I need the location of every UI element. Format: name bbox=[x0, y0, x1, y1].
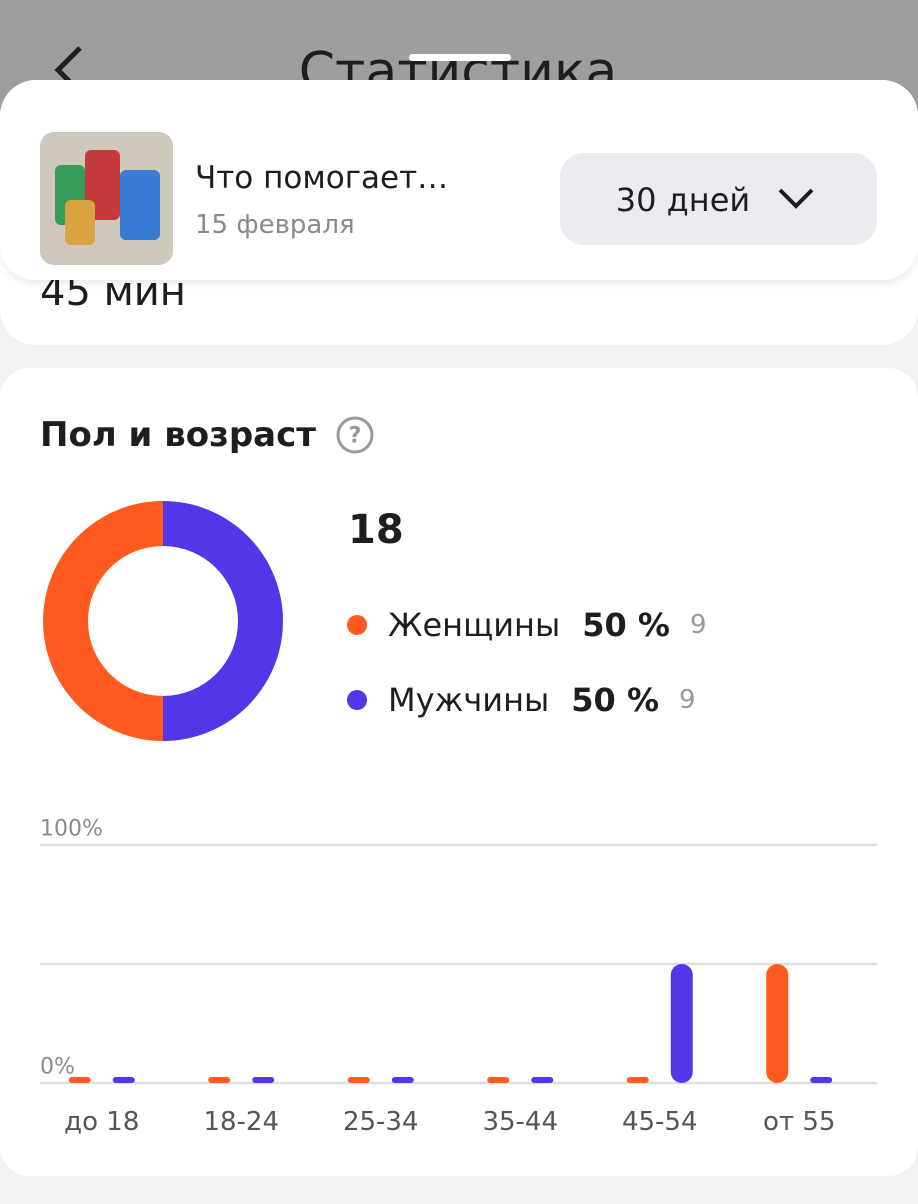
bar bbox=[208, 1077, 231, 1083]
section-title: Пол и возраст bbox=[40, 415, 316, 455]
post-date: 15 февраля bbox=[195, 210, 355, 240]
period-selector[interactable] bbox=[560, 153, 877, 245]
bar bbox=[531, 1077, 554, 1083]
bar bbox=[810, 1077, 833, 1083]
legend-percent: 50 % bbox=[571, 681, 659, 719]
period-label: 30 дней bbox=[616, 181, 750, 219]
bar bbox=[626, 1077, 649, 1083]
legend-percent: 50 % bbox=[582, 606, 670, 644]
y-tick-label: 0% bbox=[40, 1055, 75, 1080]
drag-handle[interactable] bbox=[409, 54, 511, 61]
legend-count: 9 bbox=[690, 610, 707, 640]
bar bbox=[252, 1077, 275, 1083]
x-tick-label: 35-44 bbox=[482, 1107, 558, 1137]
bar bbox=[766, 964, 789, 1083]
donut-segment bbox=[163, 501, 283, 741]
y-tick-label: 100% bbox=[40, 817, 103, 842]
help-circle bbox=[336, 416, 374, 454]
legend-count: 9 bbox=[679, 685, 696, 715]
x-tick-label: от 55 bbox=[763, 1107, 835, 1137]
bar bbox=[487, 1077, 510, 1083]
legend-label: Мужчины bbox=[388, 681, 549, 719]
charts: 18 Женщины 50 % 9 Мужчины 50 % 9 0% 100% до 18 18-… bbox=[40, 501, 877, 1137]
bar bbox=[68, 1077, 91, 1083]
x-tick-label: до 18 bbox=[64, 1107, 139, 1137]
bar bbox=[347, 1077, 370, 1083]
x-tick-label: 45-54 bbox=[622, 1107, 698, 1137]
chevron bbox=[778, 188, 814, 209]
x-tick-label: 25-34 bbox=[343, 1107, 419, 1137]
legend-dot bbox=[347, 615, 367, 635]
bar bbox=[112, 1077, 135, 1083]
legend-label: Женщины bbox=[388, 606, 560, 644]
help-mark: ? bbox=[349, 424, 362, 449]
thumbnail-shape bbox=[65, 200, 95, 245]
post-title: Что помогает… bbox=[195, 160, 448, 196]
total: 18 bbox=[348, 507, 404, 553]
bar bbox=[670, 964, 693, 1083]
help-icon[interactable]: ? bbox=[336, 416, 374, 454]
legend-dot bbox=[347, 690, 367, 710]
thumbnail bbox=[40, 132, 173, 265]
x-tick-label: 18-24 bbox=[203, 1107, 279, 1137]
bar bbox=[391, 1077, 414, 1083]
donut-segment bbox=[43, 501, 163, 741]
thumbnail-shape bbox=[120, 170, 160, 240]
